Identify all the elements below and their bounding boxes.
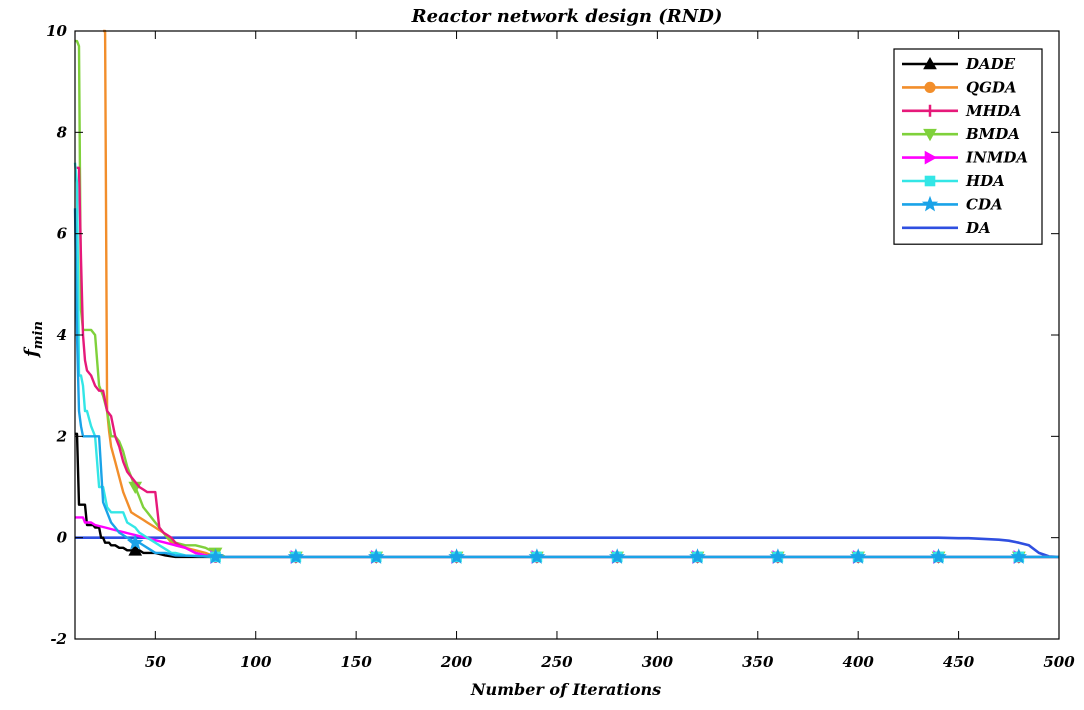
legend-label: CDA [966, 195, 1003, 213]
x-axis-label: Number of Iterations [470, 680, 661, 699]
data-point-cda [689, 548, 706, 564]
series-layer [73, 29, 1060, 564]
legend-item-qgda: QGDA [902, 78, 1017, 96]
x-tick-label: 150 [340, 653, 372, 671]
data-point-cda [930, 548, 947, 564]
y-tick-label: 10 [46, 22, 67, 40]
data-point-cda [127, 534, 144, 550]
legend-marker [923, 128, 937, 142]
plot-area: 50 100 150 200 250 300 350 400 450 500 -2 0 2 4 6 8 10 [46, 22, 1075, 671]
data-point-cda [769, 548, 787, 564]
x-tick-label: 250 [540, 653, 573, 671]
y-tick-label: 4 [57, 326, 67, 344]
x-tick-label: 100 [240, 653, 272, 671]
legend-marker [924, 150, 938, 165]
y-axis-label-sub: min [31, 321, 46, 349]
legend-label: MHDA [965, 102, 1021, 120]
data-point-cda [609, 548, 626, 564]
legend-label: QGDA [966, 78, 1017, 96]
series-line-da [75, 536, 1060, 559]
legend-item-cda: CDA [902, 195, 1003, 213]
legend-item-dade: DADE [902, 55, 1016, 73]
data-point-cda [287, 548, 305, 564]
legend-label: BMDA [965, 125, 1020, 143]
data-point-cda [528, 548, 546, 564]
legend: DADE QGDA MHDA BMDA INMDA HDA CDA DA [893, 48, 1043, 245]
series-line-mhda [75, 166, 1059, 559]
x-tick-label: 500 [1043, 653, 1075, 671]
legend-marker [924, 175, 936, 187]
data-point-cda [1010, 548, 1028, 564]
x-tick-label: 450 [943, 653, 975, 671]
chart-title: Reactor network design (RND) [411, 6, 723, 27]
y-axis-ticks: -2 0 2 4 6 8 10 [46, 22, 1059, 648]
data-point-cda [849, 548, 867, 564]
legend-item-inmda: INMDA [902, 149, 1028, 167]
legend-label: DA [965, 219, 991, 237]
legend-label: INMDA [965, 149, 1028, 167]
y-tick-label: 2 [56, 427, 67, 445]
series-line-hda [73, 162, 1059, 559]
y-tick-label: 6 [57, 225, 68, 243]
series-da [75, 536, 1060, 559]
y-axis-label: fmin [21, 321, 46, 359]
x-tick-label: 350 [742, 653, 774, 671]
x-tick-label: 300 [642, 653, 674, 671]
series-cda [73, 208, 1059, 564]
series-line-inmda [75, 516, 1059, 559]
series-line-dade [75, 432, 1059, 559]
x-tick-label: 50 [145, 653, 166, 671]
legend-marker [924, 104, 936, 117]
data-point-cda [448, 548, 465, 564]
x-tick-label: 200 [440, 653, 473, 671]
legend-item-da: DA [902, 219, 991, 237]
series-line-cda [73, 208, 1059, 559]
data-point-dade [128, 543, 143, 556]
data-point-cda [368, 548, 385, 564]
data-point-cda [207, 548, 224, 564]
y-tick-label: 0 [57, 529, 68, 547]
x-tick-label: 400 [843, 653, 875, 671]
legend-item-hda: HDA [902, 172, 1005, 190]
legend-label: DADE [965, 55, 1016, 73]
legend-box [893, 48, 1043, 245]
y-tick-label: -2 [50, 630, 67, 648]
legend-item-mhda: MHDA [902, 102, 1021, 120]
legend-marker [921, 195, 939, 212]
legend-label: HDA [965, 172, 1005, 190]
series-dade [75, 432, 1059, 559]
y-tick-label: 8 [57, 123, 68, 141]
x-axis-ticks: 50 100 150 200 250 300 350 400 450 500 [145, 31, 1075, 671]
legend-marker [923, 56, 937, 70]
legend-item-bmda: BMDA [902, 125, 1020, 143]
legend-marker [924, 81, 936, 94]
